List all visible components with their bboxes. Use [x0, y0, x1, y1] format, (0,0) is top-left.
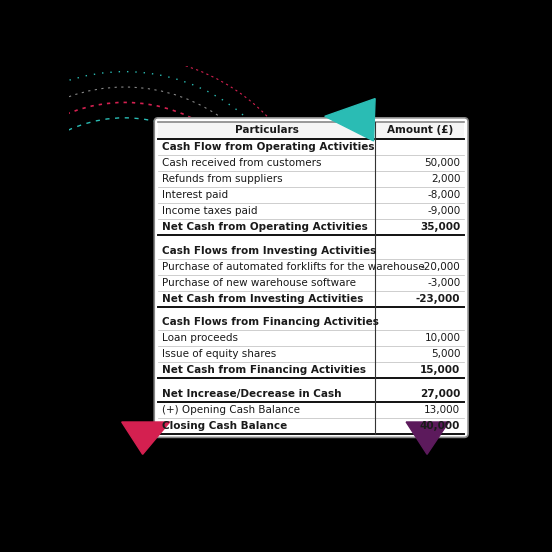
- Bar: [158, 203, 464, 219]
- Bar: [158, 258, 464, 274]
- Text: 35,000: 35,000: [420, 222, 460, 232]
- Text: -20,000: -20,000: [421, 262, 460, 272]
- Text: Net Cash from Financing Activities: Net Cash from Financing Activities: [162, 365, 366, 375]
- Polygon shape: [325, 99, 375, 141]
- Bar: [158, 139, 464, 155]
- Bar: [158, 346, 464, 362]
- Text: Closing Cash Balance: Closing Cash Balance: [162, 421, 287, 431]
- Bar: [158, 243, 464, 258]
- Text: Loan proceeds: Loan proceeds: [162, 333, 238, 343]
- Text: 10,000: 10,000: [424, 333, 460, 343]
- Text: Income taxes paid: Income taxes paid: [162, 206, 257, 216]
- Polygon shape: [121, 422, 170, 454]
- Bar: [158, 274, 464, 290]
- Text: Purchase of new warehouse software: Purchase of new warehouse software: [162, 278, 356, 288]
- Text: 27,000: 27,000: [420, 389, 460, 399]
- Text: -3,000: -3,000: [427, 278, 460, 288]
- Text: -23,000: -23,000: [416, 294, 460, 304]
- Bar: [158, 171, 464, 187]
- Text: Interest paid: Interest paid: [162, 190, 228, 200]
- Bar: [158, 362, 464, 378]
- Bar: [158, 187, 464, 203]
- Text: Cash Flows from Investing Activities: Cash Flows from Investing Activities: [162, 246, 376, 256]
- Bar: [158, 121, 464, 139]
- Bar: [158, 402, 464, 417]
- FancyBboxPatch shape: [154, 118, 468, 437]
- Bar: [158, 330, 464, 346]
- Text: 50,000: 50,000: [424, 158, 460, 168]
- Text: 15,000: 15,000: [420, 365, 460, 375]
- Text: Refunds from suppliers: Refunds from suppliers: [162, 174, 283, 184]
- Polygon shape: [406, 422, 449, 454]
- Text: -9,000: -9,000: [427, 206, 460, 216]
- Bar: [158, 155, 464, 171]
- Text: Purchase of automated forklifts for the warehouse: Purchase of automated forklifts for the …: [162, 262, 424, 272]
- Bar: [158, 314, 464, 330]
- Text: 40,000: 40,000: [420, 421, 460, 431]
- Text: Net Cash from Operating Activities: Net Cash from Operating Activities: [162, 222, 368, 232]
- Text: Particulars: Particulars: [235, 125, 299, 135]
- Text: Cash received from customers: Cash received from customers: [162, 158, 321, 168]
- Text: Net Cash from Investing Activities: Net Cash from Investing Activities: [162, 294, 363, 304]
- Bar: [158, 290, 464, 306]
- Text: Net Increase/Decrease in Cash: Net Increase/Decrease in Cash: [162, 389, 342, 399]
- Text: 5,000: 5,000: [431, 349, 460, 359]
- Bar: [158, 219, 464, 235]
- Text: 2,000: 2,000: [431, 174, 460, 184]
- Text: 13,000: 13,000: [424, 405, 460, 415]
- Bar: [158, 386, 464, 402]
- Bar: [158, 417, 464, 433]
- Text: Issue of equity shares: Issue of equity shares: [162, 349, 276, 359]
- Text: Amount (£): Amount (£): [386, 125, 453, 135]
- Text: (+) Opening Cash Balance: (+) Opening Cash Balance: [162, 405, 300, 415]
- Text: Cash Flow from Operating Activities: Cash Flow from Operating Activities: [162, 142, 374, 152]
- Text: -8,000: -8,000: [427, 190, 460, 200]
- Text: Cash Flows from Financing Activities: Cash Flows from Financing Activities: [162, 317, 379, 327]
